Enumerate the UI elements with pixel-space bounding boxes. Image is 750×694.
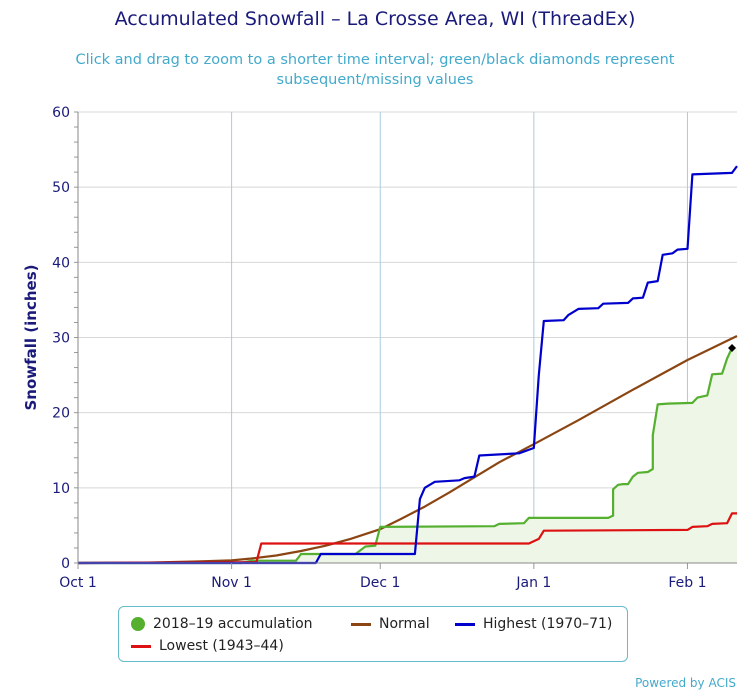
axes (74, 111, 737, 569)
legend-label-accumulation: 2018–19 accumulation (153, 616, 313, 632)
legend: 2018–19 accumulation Normal Highest (197… (118, 606, 628, 662)
chart-title: Accumulated Snowfall – La Crosse Area, W… (114, 8, 636, 30)
y-tick-label: 0 (61, 556, 70, 572)
legend-item-normal[interactable]: Normal (351, 616, 430, 632)
area-fills (78, 348, 737, 563)
y-tick-label: 40 (52, 255, 70, 271)
legend-label-highest: Highest (1970–71) (483, 616, 613, 632)
x-tick-label: Jan 1 (515, 575, 551, 591)
y-tick-label: 10 (52, 481, 70, 497)
y-tick-label: 50 (52, 180, 70, 196)
tick-labels: 0 10 20 30 40 50 60 Oct 1 Nov 1 Dec 1 Jan 1 Feb 1 Sn… (22, 105, 707, 591)
y-tick-label: 20 (52, 406, 70, 422)
legend-swatch-normal (351, 622, 371, 626)
series-line-highest (78, 165, 738, 565)
series-lines (77, 165, 738, 565)
legend-label-lowest: Lowest (1943–44) (159, 638, 284, 654)
legend-item-lowest[interactable]: Lowest (1943–44) (131, 638, 284, 654)
legend-swatch-lowest (131, 644, 151, 648)
powered-by-credit[interactable]: Powered by ACIS (635, 676, 736, 690)
y-tick-label: 60 (52, 105, 70, 121)
accumulation-area (78, 348, 737, 563)
legend-label-normal: Normal (379, 616, 430, 632)
subtitle-line-2: subsequent/missing values (276, 72, 474, 88)
marker-diamond (728, 344, 737, 353)
subtitle-line-1: Click and drag to zoom to a shorter time… (75, 52, 675, 68)
x-tick-label: Oct 1 (59, 575, 97, 591)
legend-swatch-accumulation (131, 617, 145, 631)
legend-item-highest[interactable]: Highest (1970–71) (455, 616, 612, 632)
y-tick-label: 30 (52, 331, 70, 347)
legend-item-accumulation[interactable]: 2018–19 accumulation (131, 616, 313, 632)
series-line-lowest (77, 512, 737, 565)
series-line-accumulation (78, 347, 733, 565)
chart-subtitle: Click and drag to zoom to a shorter time… (40, 50, 710, 90)
legend-swatch-highest (455, 622, 475, 626)
x-tick-label: Feb 1 (668, 575, 706, 591)
y-axis-label: Snowfall (inches) (22, 264, 40, 410)
x-tick-label: Dec 1 (360, 575, 400, 591)
series-line-normal (77, 335, 738, 565)
x-tick-label: Nov 1 (211, 575, 252, 591)
